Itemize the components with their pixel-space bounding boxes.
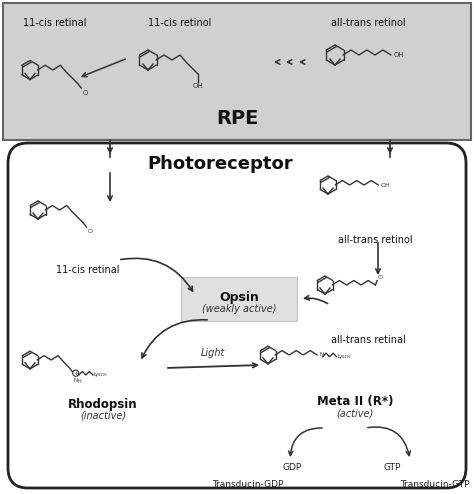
FancyBboxPatch shape (181, 277, 297, 321)
Text: Transducin-GDP: Transducin-GDP (212, 480, 283, 489)
Text: Photoreceptor: Photoreceptor (147, 155, 293, 173)
Text: Light: Light (201, 348, 225, 358)
Text: Meta II (R*): Meta II (R*) (317, 395, 393, 408)
Text: GTP: GTP (383, 463, 401, 472)
FancyBboxPatch shape (8, 143, 466, 488)
Text: GDP: GDP (283, 463, 301, 472)
Text: 11-cis retinol: 11-cis retinol (148, 18, 212, 28)
Text: OH: OH (381, 182, 391, 188)
Text: (inactive): (inactive) (80, 410, 126, 420)
Text: all-trans retinol: all-trans retinol (337, 235, 412, 245)
Text: O: O (88, 229, 92, 234)
Text: Rhodopsin: Rhodopsin (68, 398, 138, 411)
Text: Transducin-GTP: Transducin-GTP (400, 480, 470, 489)
Text: N: N (73, 377, 78, 382)
Text: Lys₂₉₆: Lys₂₉₆ (94, 372, 107, 377)
Text: OH: OH (193, 83, 203, 89)
Text: N: N (319, 352, 323, 357)
FancyBboxPatch shape (3, 3, 471, 140)
Text: H: H (78, 379, 81, 384)
Text: all-trans retinal: all-trans retinal (331, 335, 405, 345)
Text: 11-cis retinal: 11-cis retinal (23, 18, 87, 28)
Text: O: O (377, 275, 382, 280)
Text: all-trans retinol: all-trans retinol (331, 18, 405, 28)
Text: (active): (active) (337, 408, 374, 418)
Text: 11-cis retinal: 11-cis retinal (56, 265, 120, 275)
Text: (weakly active): (weakly active) (202, 304, 276, 314)
Text: OH: OH (394, 52, 405, 58)
Text: Opsin: Opsin (219, 291, 259, 304)
Text: O: O (82, 90, 88, 96)
Text: RPE: RPE (216, 109, 258, 128)
Text: Lys₂₉₆: Lys₂₉₆ (337, 354, 351, 359)
Text: +: + (73, 370, 78, 376)
